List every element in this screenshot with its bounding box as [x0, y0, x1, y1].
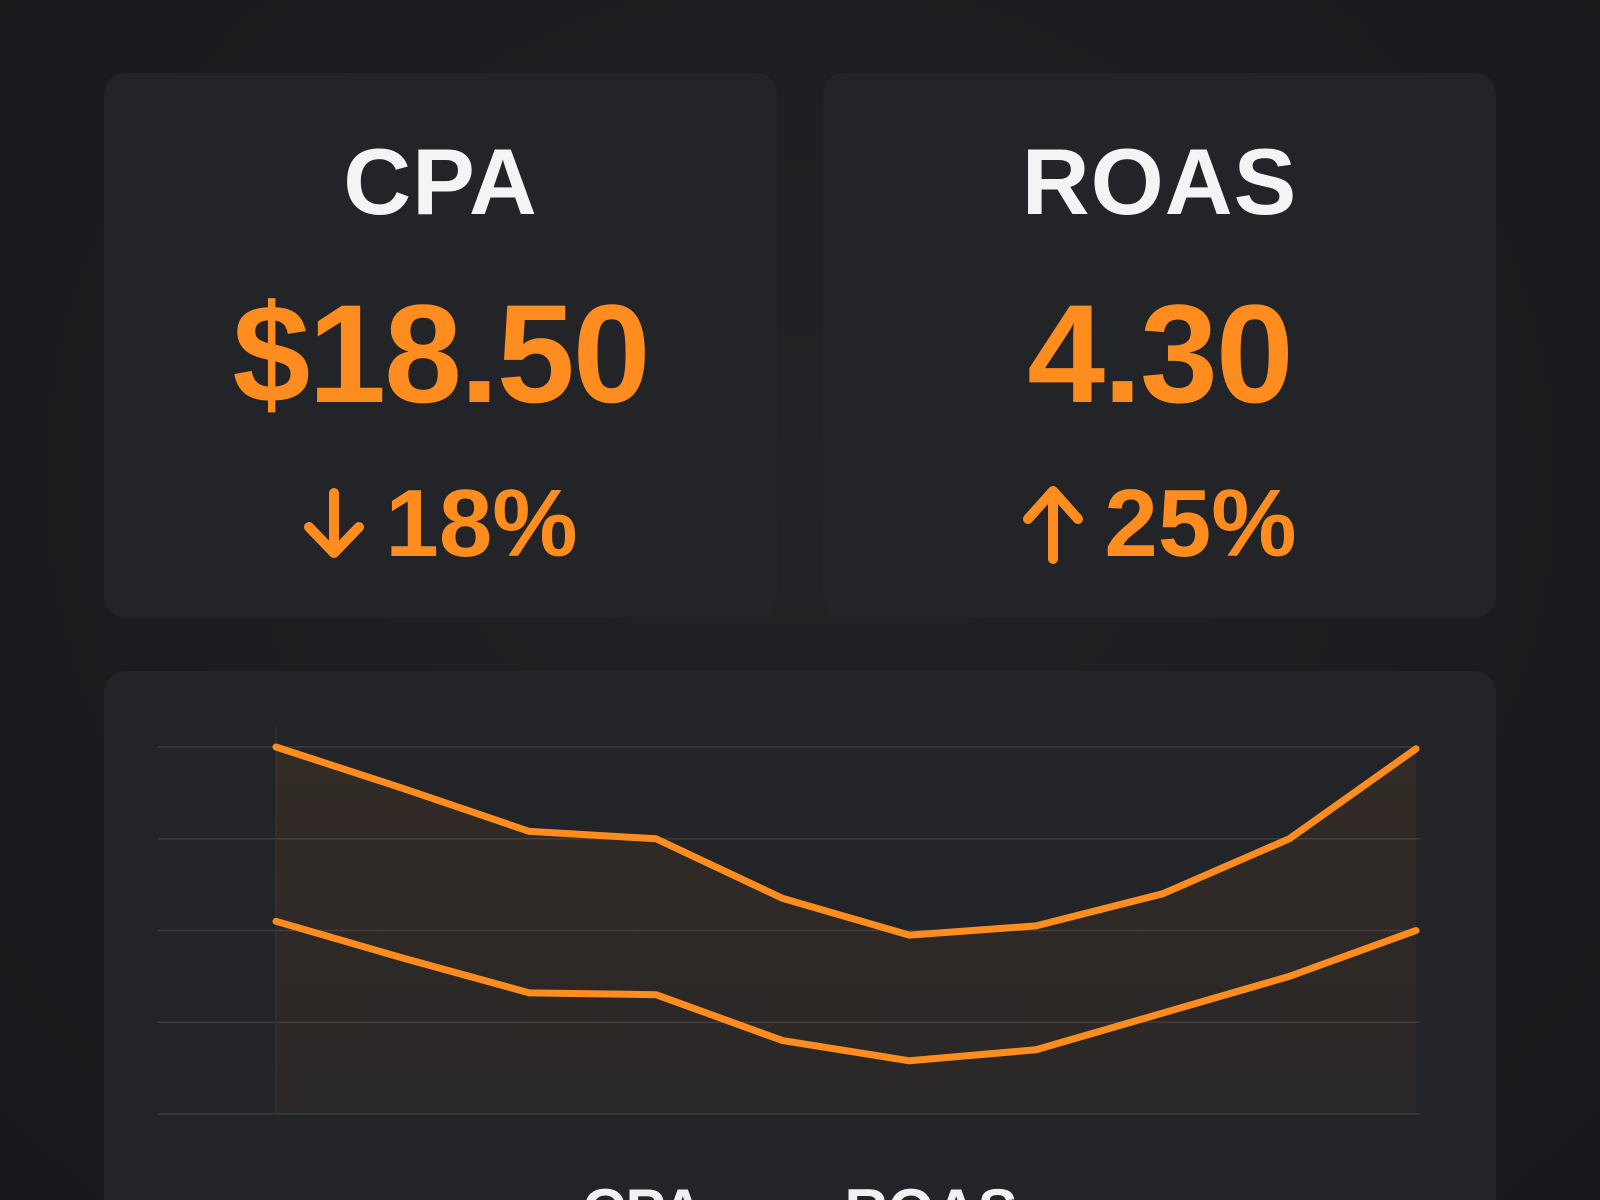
trend-chart-card: CPA ROAS [104, 671, 1496, 1200]
series-line-cpa [272, 743, 1420, 939]
chart-legend: CPA ROAS [104, 1176, 1496, 1200]
up-arrow-icon [1023, 486, 1084, 564]
legend-item-roas: ROAS [844, 1176, 1017, 1200]
cpa-label: CPA [343, 129, 538, 234]
roas-value: 4.30 [1027, 275, 1293, 432]
cpa-value: $18.50 [232, 275, 650, 432]
legend-item-cpa: CPA [582, 1176, 704, 1200]
trend-chart [158, 727, 1420, 1115]
series-line-roas [272, 917, 1420, 1065]
roas-change: 25% [1022, 470, 1297, 577]
cpa-kpi-card: CPA $18.50 18% [104, 73, 777, 618]
cpa-change-value: 18% [385, 470, 578, 577]
roas-change-value: 25% [1104, 470, 1297, 577]
roas-kpi-card: ROAS 4.30 25% [823, 73, 1496, 618]
down-arrow-icon [304, 488, 365, 558]
cpa-change: 18% [303, 470, 578, 577]
roas-label: ROAS [1021, 129, 1298, 234]
